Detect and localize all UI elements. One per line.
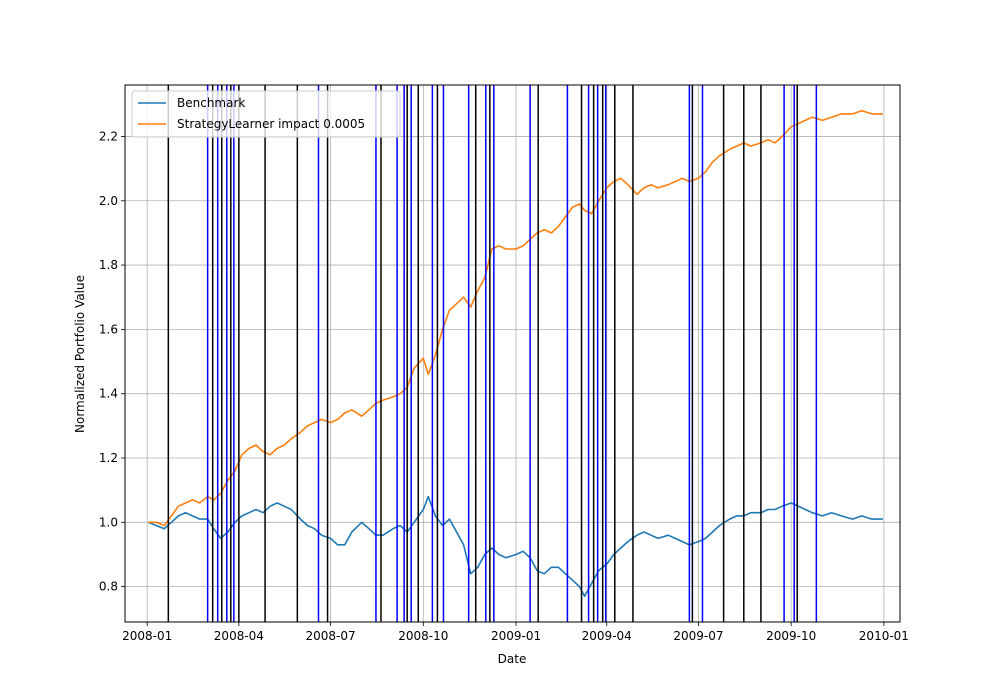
x-tick-label: 2008-01 [122, 629, 172, 643]
y-tick-label: 1.0 [99, 515, 118, 529]
y-tick-label: 1.6 [99, 322, 118, 336]
y-tick-label: 1.2 [99, 451, 118, 465]
y-tick-label: 2.0 [99, 194, 118, 208]
y-tick-label: 1.8 [99, 258, 118, 272]
grid [125, 85, 900, 622]
series-line-benchmark [147, 495, 883, 598]
x-tick-label: 2009-01 [491, 629, 541, 643]
y-axis-label: Normalized Portfolio Value [73, 275, 87, 433]
legend: Benchmark StrategyLearner impact 0.0005 [131, 90, 401, 138]
x-tick-label: 2008-04 [214, 629, 264, 643]
y-tick-label: 0.8 [99, 580, 118, 594]
y-axis-ticks: 0.8 1.0 1.2 1.4 1.6 1.8 2.0 2.2 [99, 129, 125, 594]
series-line-strategy [148, 109, 883, 527]
trade-markers [167, 85, 818, 622]
x-tick-label: 2009-07 [673, 629, 723, 643]
x-tick-label: 2008-10 [398, 629, 448, 643]
legend-box [131, 90, 401, 138]
plot-frame [124, 84, 901, 623]
legend-label-benchmark: Benchmark [177, 96, 245, 110]
series-lines [147, 109, 883, 598]
x-tick-label: 2008-07 [306, 629, 356, 643]
x-axis-ticks: 2008-01 2008-04 2008-07 2008-10 2009-01 2009-… [122, 622, 909, 643]
x-tick-label: 2009-10 [766, 629, 816, 643]
legend-label-strategy: StrategyLearner impact 0.0005 [177, 117, 365, 131]
x-tick-label: 2010-01 [859, 629, 909, 643]
y-tick-label: 2.2 [99, 129, 118, 143]
y-tick-label: 1.4 [99, 387, 118, 401]
x-tick-label: 2009-04 [582, 629, 632, 643]
x-axis-label: Date [498, 652, 527, 666]
